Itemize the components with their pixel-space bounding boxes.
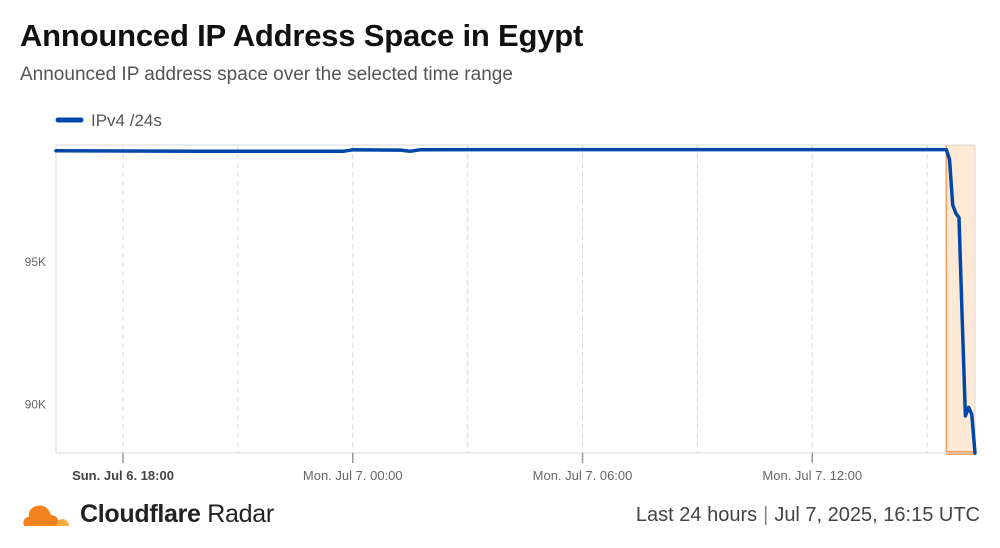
series-layer [54,147,977,455]
x-tick-label: Mon, Jul 7, 06:00 [533,468,633,480]
chart-subtitle: Announced IP address space over the sele… [20,64,513,85]
footer: Cloudflare Radar Last 24 hours | Jul 7, 20… [0,482,1000,548]
series-line-ipv4 [54,147,977,455]
grid-layer [55,144,976,454]
brand-name-strong: Cloudflare [80,500,201,528]
x-tick-label: Mon, Jul 7, 12:00 [762,468,862,480]
divider: | [763,504,769,526]
legend[interactable]: IPv4 /24s [55,111,162,130]
legend-label: IPv4 /24s [91,111,162,130]
time-range-label: Last 24 hours [635,504,758,526]
chart-title: Announced IP Address Space in Egypt [20,18,584,53]
plot-frame [55,144,976,454]
timestamp: Jul 7, 2025, 16:15 UTC [774,504,980,526]
line-chart: 95K 90K Sun, Jul 6, 18:00 Mon, Jul 7, 00:00… [25,111,977,480]
x-tick-label: Sun, Jul 6, 18:00 [72,468,174,480]
brand[interactable]: Cloudflare Radar [20,500,274,529]
brand-name-rest: Radar [207,500,274,528]
brand-name: Cloudflare Radar [80,500,274,529]
axis-layer: 95K 90K Sun, Jul 6, 18:00 Mon, Jul 7, 00:00… [25,255,862,480]
cloudflare-cloud-icon [23,504,69,526]
y-tick-label: 95K [25,255,46,269]
x-tick-label: Mon, Jul 7, 00:00 [303,468,403,480]
time-range-info: Last 24 hours | Jul 7, 2025, 16:15 UTC [636,504,980,527]
y-tick-label: 90K [25,398,46,412]
